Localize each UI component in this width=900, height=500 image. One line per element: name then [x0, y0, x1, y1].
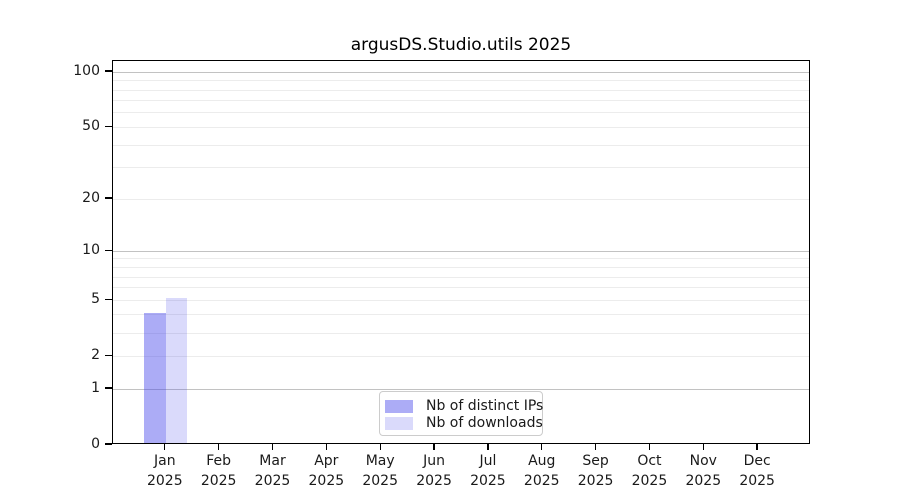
x-tick-label: Jun 2025: [416, 453, 452, 489]
y-tick-mark: [105, 387, 112, 389]
gridline-minor: [113, 355, 809, 357]
x-tick-label: Jul 2025: [470, 453, 506, 489]
y-tick-mark: [105, 249, 112, 251]
x-tick-label: Oct 2025: [631, 453, 668, 489]
gridline-major: [113, 250, 809, 252]
legend-swatch-nb-of-distinct-ips: [385, 400, 413, 413]
gridline-minor: [113, 314, 809, 316]
legend-swatch-nb-of-downloads: [385, 417, 413, 430]
gridline-minor: [113, 80, 809, 82]
x-tick-mark: [433, 444, 435, 450]
gridline-minor: [113, 258, 809, 260]
y-tick-mark: [105, 197, 112, 199]
y-tick-mark: [105, 70, 112, 72]
x-tick-mark: [702, 444, 704, 450]
x-tick-mark: [541, 444, 543, 450]
x-tick-label: Dec 2025: [739, 453, 775, 489]
gridline-minor: [113, 267, 809, 268]
y-tick-label: 1: [91, 380, 100, 396]
y-tick-mark: [105, 443, 112, 445]
gridline-minor: [113, 167, 809, 169]
y-tick-mark: [105, 354, 112, 356]
x-tick-label: Jan 2025: [146, 453, 183, 489]
y-tick-mark: [105, 125, 112, 128]
x-tick-label: Apr 2025: [308, 453, 345, 489]
bar-nb-of-distinct-ips: [144, 313, 166, 443]
x-tick-label: Feb 2025: [200, 453, 237, 489]
legend: Nb of distinct IPs Nb of downloads: [379, 391, 543, 436]
gridline-major: [113, 388, 809, 390]
x-tick-mark: [164, 444, 166, 450]
chart-title: argusDS.Studio.utils 2025: [350, 35, 572, 55]
x-tick-label: Aug 2025: [523, 453, 560, 489]
gridline-major: [113, 71, 809, 73]
y-tick-label: 0: [91, 436, 100, 452]
plot-area: Nb of distinct IPs Nb of downloads: [112, 60, 810, 444]
gridline-minor: [113, 332, 809, 334]
gridline-minor: [113, 276, 809, 278]
legend-label: Nb of downloads: [426, 415, 543, 431]
legend-item: Nb of downloads: [385, 415, 543, 432]
x-tick-mark: [271, 444, 274, 450]
gridline-minor: [113, 126, 809, 128]
gridline-minor: [113, 112, 809, 114]
legend-label: Nb of distinct IPs: [426, 398, 544, 414]
y-tick-mark: [105, 298, 112, 300]
y-tick-label: 20: [82, 190, 100, 207]
x-tick-label: Sep 2025: [577, 453, 614, 489]
x-tick-label: May 2025: [362, 453, 398, 489]
gridline-minor: [113, 100, 809, 102]
bar-nb-of-downloads: [165, 298, 188, 443]
x-tick-mark: [217, 444, 220, 450]
y-tick-label: 100: [73, 63, 100, 80]
x-tick-mark: [325, 444, 328, 450]
x-tick-mark: [379, 444, 381, 450]
gridline-minor: [113, 287, 809, 289]
x-tick-mark: [756, 444, 758, 450]
gridline-minor: [113, 299, 809, 301]
x-tick-mark: [487, 444, 489, 450]
x-tick-label: Nov 2025: [685, 453, 722, 489]
x-tick-mark: [594, 444, 597, 450]
x-tick-mark: [648, 444, 651, 450]
y-tick-label: 50: [82, 118, 100, 135]
y-tick-label: 2: [91, 347, 100, 364]
y-tick-label: 10: [82, 242, 100, 259]
y-tick-label: 5: [91, 291, 100, 308]
x-tick-label: Mar 2025: [254, 453, 291, 489]
gridline-minor: [113, 144, 809, 146]
gridline-minor: [113, 89, 809, 91]
legend-item: Nb of distinct IPs: [385, 398, 543, 415]
gridline-minor: [113, 198, 809, 200]
